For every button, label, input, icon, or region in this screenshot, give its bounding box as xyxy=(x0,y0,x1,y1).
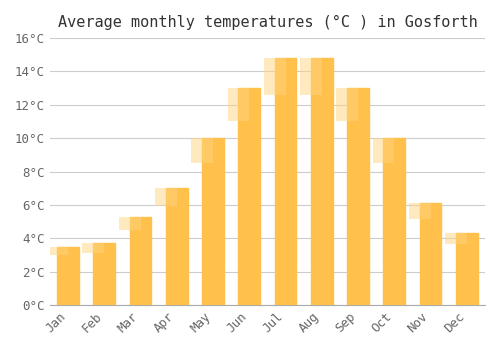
Bar xyxy=(372,138,394,163)
Bar xyxy=(228,88,250,121)
Bar xyxy=(347,88,369,305)
Bar xyxy=(130,217,152,305)
Bar xyxy=(300,58,322,95)
Bar xyxy=(94,243,115,305)
Bar xyxy=(155,188,177,206)
Bar xyxy=(46,247,68,256)
Bar xyxy=(456,233,477,305)
Bar xyxy=(192,138,213,163)
Bar xyxy=(445,233,467,244)
Bar xyxy=(57,247,79,305)
Bar xyxy=(311,58,332,305)
Bar xyxy=(238,88,260,305)
Bar xyxy=(409,203,430,218)
Bar xyxy=(274,58,296,305)
Bar xyxy=(166,188,188,305)
Bar xyxy=(264,58,285,95)
Bar xyxy=(384,138,405,305)
Bar xyxy=(420,203,442,305)
Bar xyxy=(119,217,141,230)
Bar xyxy=(336,88,358,121)
Bar xyxy=(82,243,104,253)
Bar xyxy=(202,138,224,305)
Title: Average monthly temperatures (°C ) in Gosforth: Average monthly temperatures (°C ) in Go… xyxy=(58,15,478,30)
